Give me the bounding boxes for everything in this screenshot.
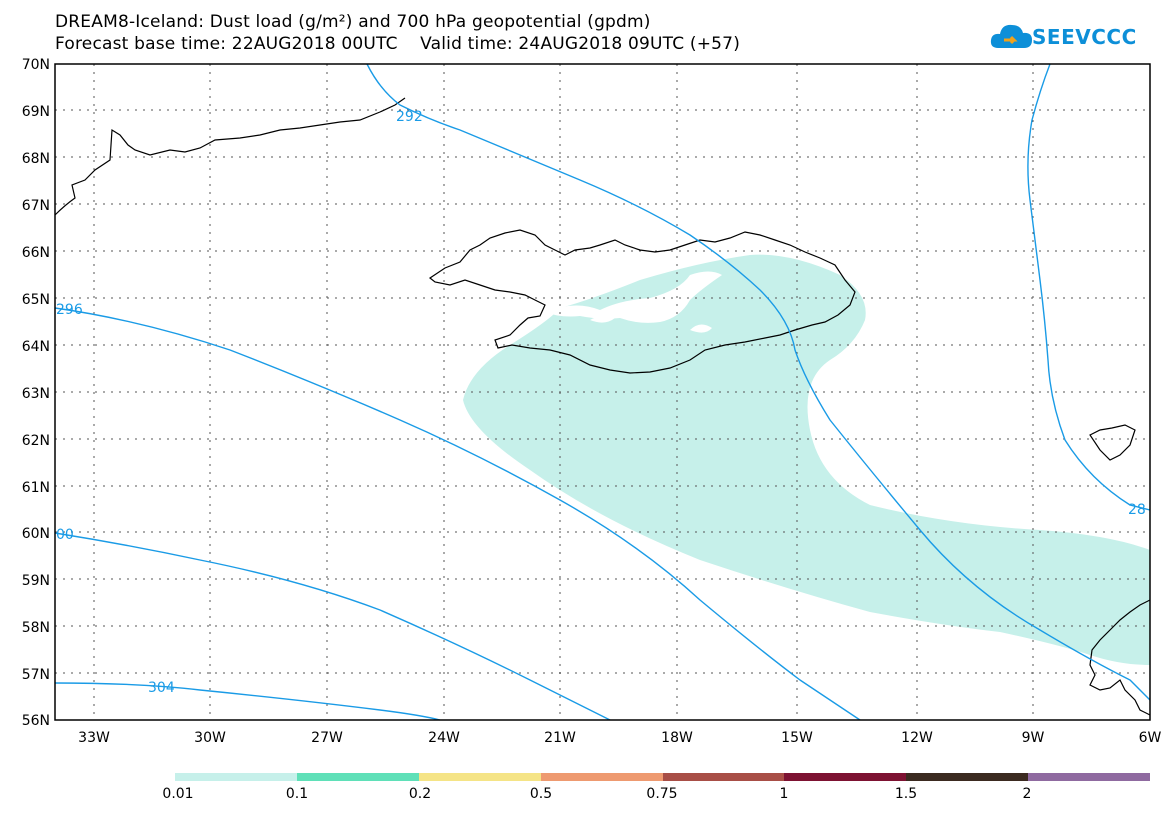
contour-label: 304 <box>148 680 175 696</box>
lat-tick-label: 65N <box>22 292 50 308</box>
dust-gap <box>590 316 615 323</box>
lon-tick-label: 9W <box>1022 730 1045 746</box>
colorbar-label: 1.5 <box>894 786 918 802</box>
contour-296 <box>54 307 861 721</box>
lat-tick-label: 60N <box>22 526 50 542</box>
colorbar-label: 0.1 <box>285 786 309 802</box>
colorbar-label: 0.5 <box>529 786 553 802</box>
lon-tick-label: 24W <box>428 730 460 746</box>
contour-label: 00 <box>56 527 74 543</box>
dust-gap <box>690 324 712 333</box>
lon-tick-label: 12W <box>901 730 933 746</box>
contour-label: 292 <box>396 109 423 125</box>
lat-tick-label: 66N <box>22 245 50 261</box>
colorbar-swatch <box>662 773 785 781</box>
colorbar-swatch <box>784 773 907 781</box>
lon-tick-label: 15W <box>781 730 813 746</box>
contour-right <box>1027 63 1151 511</box>
colorbar-label: 0.01 <box>162 786 194 802</box>
forecast-times: Forecast base time: 22AUG2018 00UTC Vali… <box>55 34 741 54</box>
map-title: DREAM8-Iceland: Dust load (g/m²) and 700… <box>55 12 651 32</box>
lat-tick-label: 62N <box>22 433 50 449</box>
map-frame <box>54 63 1151 721</box>
greenland-coast <box>54 97 406 216</box>
colorbar-label: 0.75 <box>646 786 678 802</box>
graticule <box>55 64 1150 720</box>
dust-gap <box>545 271 722 323</box>
lat-tick-label: 56N <box>22 713 50 729</box>
colorbar-label: 1 <box>779 786 789 802</box>
lat-tick-label: 69N <box>22 104 50 120</box>
lat-tick-label: 70N <box>22 57 50 73</box>
lat-tick-label: 63N <box>22 386 50 402</box>
contour-300 <box>54 532 611 721</box>
lat-tick-label: 64N <box>22 339 50 355</box>
longitude-axis: 33W 30W 27W 24W 21W 18W 15W 12W 9W 6W <box>78 730 1161 746</box>
coastlines <box>54 97 1151 716</box>
dust-area <box>463 254 1150 665</box>
colorbar-label: 0.2 <box>408 786 432 802</box>
colorbar-swatch <box>418 773 541 781</box>
colorbar-swatch <box>296 773 419 781</box>
lon-tick-label: 6W <box>1139 730 1162 746</box>
logo-text: SEEVCCC <box>1032 25 1137 49</box>
lat-tick-label: 59N <box>22 573 50 589</box>
contour-304 <box>54 682 441 721</box>
lat-tick-label: 61N <box>22 480 50 496</box>
seevccc-logo: SEEVCCC <box>990 18 1140 58</box>
contour-label: 28 <box>1128 502 1146 518</box>
lat-tick-label: 57N <box>22 667 50 683</box>
lat-tick-label: 58N <box>22 620 50 636</box>
contour-292 <box>366 63 1151 701</box>
cloud-icon <box>990 24 1032 48</box>
scotland-coast <box>1089 599 1151 716</box>
latitude-axis: 70N 69N 68N 67N 66N 65N 64N 63N 62N 61N … <box>22 57 50 729</box>
colorbar <box>175 773 1150 781</box>
lat-tick-label: 68N <box>22 151 50 167</box>
lon-tick-label: 27W <box>311 730 343 746</box>
colorbar-swatch <box>175 773 297 781</box>
colorbar-swatch <box>540 773 663 781</box>
colorbar-swatch <box>906 773 1029 781</box>
iceland-coast <box>428 229 856 374</box>
lat-tick-label: 67N <box>22 198 50 214</box>
lon-tick-label: 33W <box>78 730 110 746</box>
contour-label: 296 <box>56 302 83 318</box>
lon-tick-label: 21W <box>544 730 576 746</box>
lon-tick-label: 30W <box>194 730 226 746</box>
colorbar-label: 2 <box>1022 786 1032 802</box>
geopotential-contours <box>54 63 1151 721</box>
faroe-coast <box>1089 424 1136 461</box>
colorbar-swatch <box>1028 773 1150 781</box>
lon-tick-label: 18W <box>661 730 693 746</box>
